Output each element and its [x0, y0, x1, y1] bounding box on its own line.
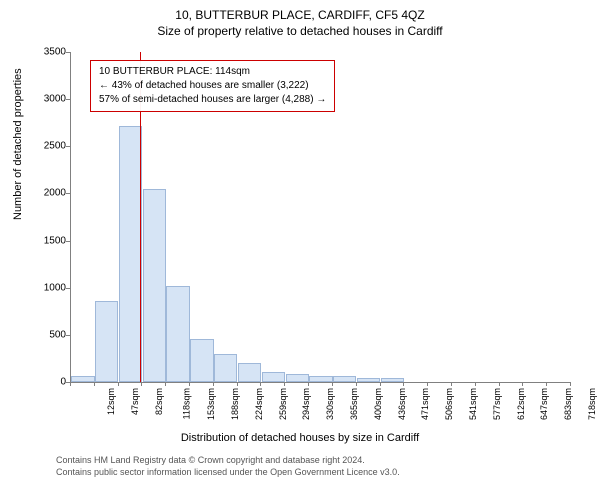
- footer: Contains HM Land Registry data © Crown c…: [56, 455, 400, 478]
- footer-line1: Contains HM Land Registry data © Crown c…: [56, 455, 400, 467]
- x-tick-mark: [451, 382, 452, 386]
- x-tick-label: 188sqm: [230, 388, 240, 420]
- y-tick-mark: [66, 99, 70, 100]
- histogram-bar: [214, 354, 237, 382]
- histogram-bar: [238, 363, 261, 382]
- x-tick-label: 153sqm: [206, 388, 216, 420]
- x-tick-mark: [356, 382, 357, 386]
- y-tick-mark: [66, 241, 70, 242]
- histogram-bar: [71, 376, 94, 382]
- histogram-bar: [143, 189, 166, 382]
- histogram-bar: [381, 378, 404, 382]
- x-tick-mark: [70, 382, 71, 386]
- x-tick-mark: [380, 382, 381, 386]
- y-tick-label: 1500: [36, 235, 66, 246]
- x-tick-label: 330sqm: [325, 388, 335, 420]
- x-tick-mark: [475, 382, 476, 386]
- x-tick-label: 365sqm: [349, 388, 359, 420]
- y-tick-mark: [66, 288, 70, 289]
- x-tick-mark: [213, 382, 214, 386]
- histogram-bar: [357, 378, 380, 382]
- x-tick-mark: [522, 382, 523, 386]
- histogram-bar: [309, 376, 332, 382]
- info-box-line2: ← 43% of detached houses are smaller (3,…: [99, 79, 326, 93]
- x-tick-mark: [546, 382, 547, 386]
- x-tick-label: 436sqm: [397, 388, 407, 420]
- y-tick-label: 2500: [36, 141, 66, 152]
- x-tick-label: 12sqm: [106, 388, 116, 415]
- x-tick-mark: [165, 382, 166, 386]
- info-box-line3: 57% of semi-detached houses are larger (…: [99, 93, 326, 107]
- y-tick-label: 500: [36, 329, 66, 340]
- histogram-bar: [166, 286, 189, 382]
- x-tick-label: 541sqm: [468, 388, 478, 420]
- histogram-bar: [262, 372, 285, 382]
- histogram-bar: [119, 126, 142, 382]
- x-tick-mark: [570, 382, 571, 386]
- x-tick-mark: [499, 382, 500, 386]
- x-tick-mark: [427, 382, 428, 386]
- y-axis-label: Number of detached properties: [12, 68, 24, 220]
- x-tick-label: 577sqm: [492, 388, 502, 420]
- x-tick-mark: [403, 382, 404, 386]
- histogram-bar: [190, 339, 213, 382]
- y-tick-label: 0: [36, 377, 66, 388]
- x-tick-mark: [260, 382, 261, 386]
- x-tick-mark: [308, 382, 309, 386]
- x-tick-label: 471sqm: [420, 388, 430, 420]
- x-axis-label: Distribution of detached houses by size …: [0, 432, 600, 444]
- x-tick-label: 47sqm: [130, 388, 140, 415]
- y-tick-mark: [66, 146, 70, 147]
- x-tick-label: 82sqm: [154, 388, 164, 415]
- x-tick-mark: [237, 382, 238, 386]
- x-tick-mark: [189, 382, 190, 386]
- info-box-line1: 10 BUTTERBUR PLACE: 114sqm: [99, 65, 326, 79]
- histogram-bar: [286, 374, 309, 382]
- x-tick-label: 224sqm: [254, 388, 264, 420]
- footer-line2: Contains public sector information licen…: [56, 467, 400, 479]
- x-tick-label: 683sqm: [563, 388, 573, 420]
- x-tick-label: 259sqm: [278, 388, 288, 420]
- histogram-bar: [95, 301, 118, 382]
- x-tick-label: 118sqm: [182, 388, 192, 419]
- x-tick-label: 400sqm: [373, 388, 383, 420]
- title-sub: Size of property relative to detached ho…: [0, 22, 600, 38]
- x-tick-label: 718sqm: [587, 388, 597, 420]
- x-tick-mark: [94, 382, 95, 386]
- x-tick-label: 612sqm: [516, 388, 526, 420]
- x-tick-mark: [332, 382, 333, 386]
- info-box: 10 BUTTERBUR PLACE: 114sqm ← 43% of deta…: [90, 60, 335, 112]
- y-tick-label: 1000: [36, 282, 66, 293]
- y-tick-label: 3000: [36, 94, 66, 105]
- x-tick-label: 506sqm: [444, 388, 454, 420]
- y-tick-mark: [66, 335, 70, 336]
- y-tick-label: 2000: [36, 188, 66, 199]
- histogram-bar: [333, 376, 356, 382]
- title-main: 10, BUTTERBUR PLACE, CARDIFF, CF5 4QZ: [0, 0, 600, 22]
- x-tick-label: 647sqm: [540, 388, 550, 420]
- x-tick-label: 294sqm: [301, 388, 311, 420]
- x-tick-mark: [284, 382, 285, 386]
- x-tick-mark: [141, 382, 142, 386]
- x-tick-mark: [118, 382, 119, 386]
- y-tick-mark: [66, 52, 70, 53]
- y-tick-mark: [66, 193, 70, 194]
- y-tick-label: 3500: [36, 47, 66, 58]
